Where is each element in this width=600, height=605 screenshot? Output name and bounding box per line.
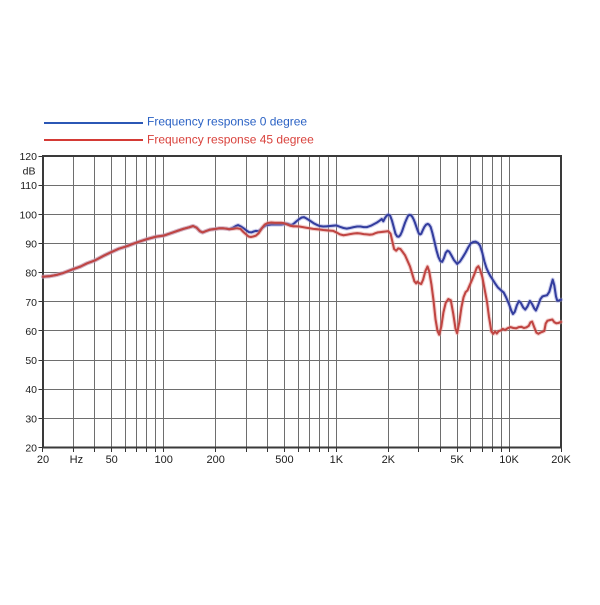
svg-text:Frequency response 45 degree: Frequency response 45 degree [147,133,314,147]
svg-text:80: 80 [25,268,37,280]
svg-text:40: 40 [25,384,37,396]
svg-text:2K: 2K [382,454,396,466]
svg-text:5K: 5K [450,454,464,466]
svg-text:20: 20 [37,454,49,466]
svg-text:20: 20 [25,443,37,455]
svg-text:200: 200 [207,454,225,466]
svg-text:30: 30 [25,413,37,425]
svg-text:100: 100 [155,454,173,466]
svg-text:60: 60 [25,326,37,338]
svg-text:Frequency response 0 degree: Frequency response 0 degree [147,115,307,129]
svg-text:dB: dB [23,165,36,177]
svg-text:Hz: Hz [70,454,83,466]
svg-text:70: 70 [25,297,37,309]
svg-text:100: 100 [19,209,37,221]
svg-text:90: 90 [25,238,37,250]
svg-text:500: 500 [275,454,293,466]
svg-text:20K: 20K [551,454,571,466]
svg-text:10K: 10K [499,454,519,466]
svg-text:110: 110 [20,180,37,192]
svg-text:1K: 1K [330,454,344,466]
svg-text:50: 50 [25,355,37,367]
svg-text:50: 50 [106,454,118,466]
svg-text:120: 120 [19,151,37,163]
